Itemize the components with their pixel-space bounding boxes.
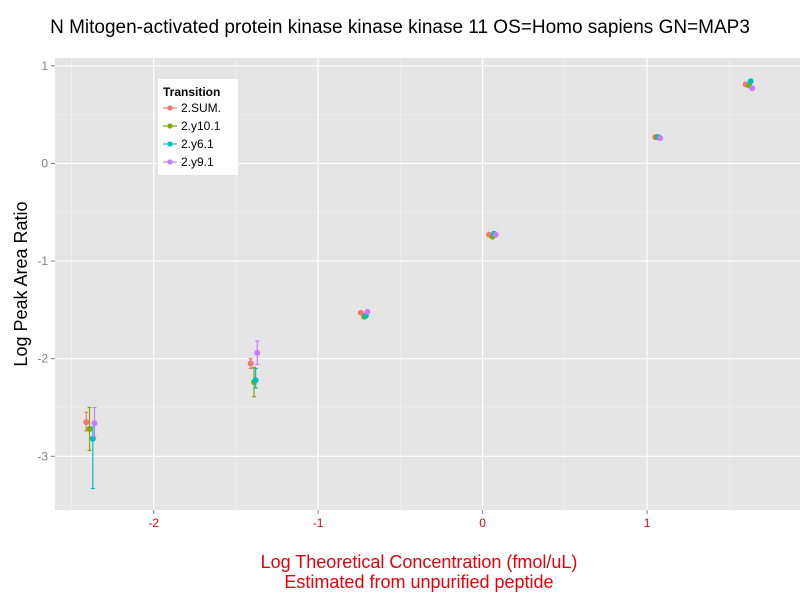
legend-title: Transition	[163, 85, 220, 99]
legend-label: 2.y9.1	[181, 155, 214, 169]
legend-point	[167, 141, 173, 147]
data-point	[254, 349, 261, 356]
x-tick-label: -2	[148, 516, 159, 530]
legend-label: 2.y10.1	[181, 119, 221, 133]
legend-label: 2.SUM.	[181, 101, 221, 115]
y-tick-label: 0	[41, 156, 48, 170]
x-tick-label: 0	[479, 516, 486, 530]
y-tick-label: -1	[37, 254, 48, 268]
x-axis-title-line-2: Estimated from unpurified peptide	[284, 572, 553, 592]
data-point	[492, 231, 499, 238]
y-axis-title: Log Peak Area Ratio	[11, 201, 31, 366]
minor-gridlines	[55, 58, 800, 510]
y-tick-label: -2	[37, 352, 48, 366]
x-axis-ticks: -2 -1 0 1	[148, 510, 651, 530]
legend-items: 2.SUM. 2.y10.1 2.y6.1 2.y9.1	[163, 101, 221, 169]
x-tick-label: -1	[313, 516, 324, 530]
x-axis-title-line-1: Log Theoretical Concentration (fmol/uL)	[261, 552, 578, 572]
data-point	[252, 377, 259, 384]
data-point	[91, 420, 98, 427]
data-point	[747, 78, 754, 85]
chart-title: N Mitogen-activated protein kinase kinas…	[50, 17, 750, 38]
legend-label: 2.y6.1	[181, 137, 214, 151]
data-point	[83, 419, 90, 426]
y-axis-ticks: -3 -2 -1 0 1	[37, 59, 55, 463]
x-tick-label: 1	[644, 516, 651, 530]
data-point	[657, 135, 664, 142]
data-point	[749, 85, 756, 92]
legend: Transition 2.SUM. 2.y10.1 2.y6.1 2.y9.1	[158, 79, 238, 175]
legend-point	[167, 123, 173, 129]
series-2-y9-1	[91, 85, 756, 438]
y-tick-label: 1	[41, 59, 48, 73]
y-tick-label: -3	[37, 449, 48, 463]
legend-point	[167, 105, 173, 111]
legend-point	[167, 159, 173, 165]
data-point	[364, 308, 371, 315]
data-marks	[83, 78, 756, 490]
data-point	[247, 360, 254, 367]
